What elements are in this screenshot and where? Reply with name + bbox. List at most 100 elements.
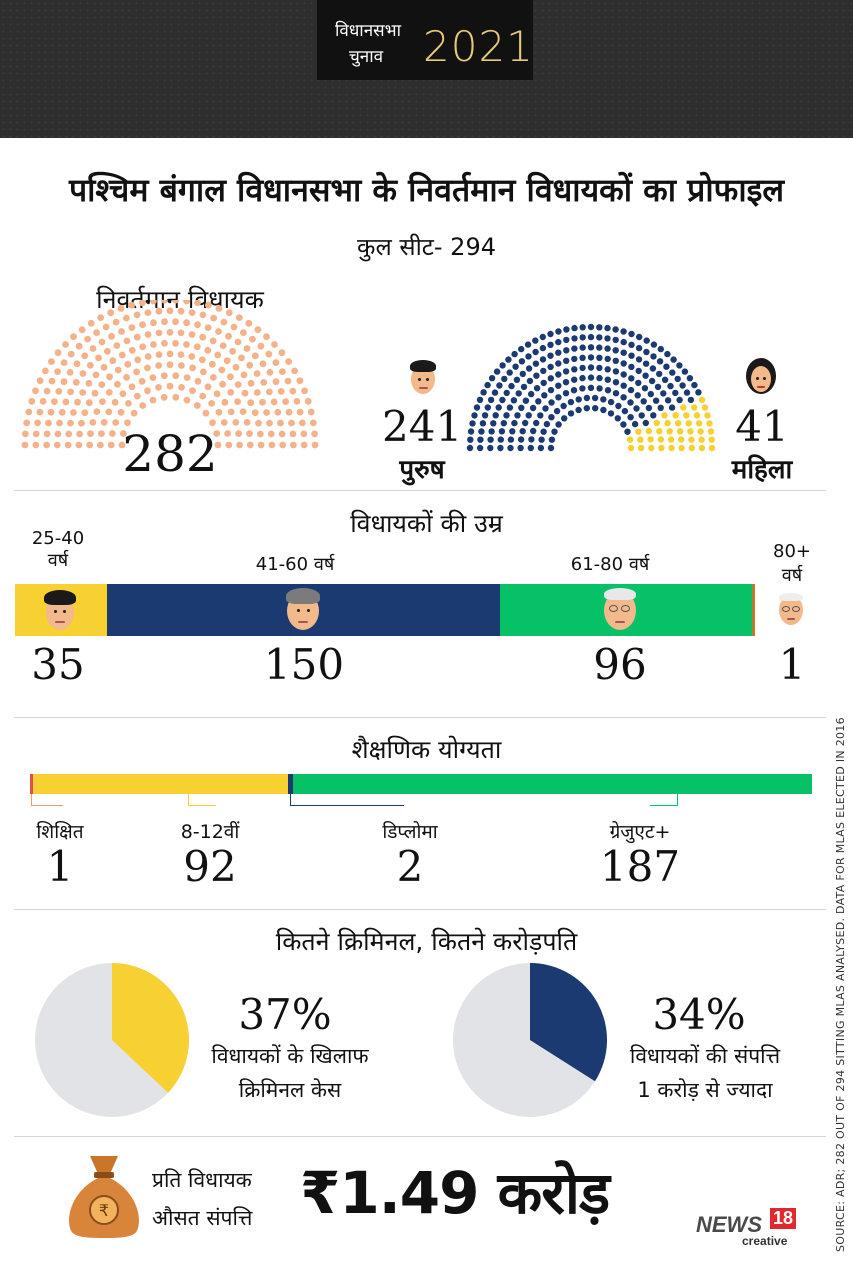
seat-dot [519,370,526,378]
seat-dot [627,386,635,394]
seat-dot [612,368,620,375]
seat-dot [555,421,562,428]
seat-dot [278,349,286,357]
seat-dot [683,412,690,419]
seat-dot [36,377,44,385]
seat-dot [543,420,551,428]
seat-dot [238,354,245,362]
seat-dot [506,369,513,376]
page-subtitle: कुल सीट- 294 [357,233,496,261]
seat-dot [533,419,540,427]
seat-dot [172,300,179,304]
seat-dot [693,412,701,419]
seat-dot [645,404,653,412]
seat-dot [528,436,535,443]
seat-dot [537,444,545,452]
age-label-41-60: 41-60 वर्ष [255,554,335,575]
seat-dot [266,419,273,427]
seat-dot [635,356,643,363]
seat-dot [311,441,319,449]
seat-dot [551,428,558,435]
seat-dot [39,398,47,405]
seat-dot [496,382,503,389]
seat-dot [183,396,191,404]
seat-dot [188,309,196,316]
seat-dot [193,343,201,351]
seat-dot [36,408,44,416]
seat-dot [263,333,270,341]
seat-dot [28,397,36,405]
seat-dot [149,396,157,404]
seat-dot [541,392,548,399]
seat-dot [650,412,657,419]
seat-dot [111,398,119,406]
seat-dot [642,372,649,379]
seat-dot [85,399,93,407]
seat-dot [139,402,147,409]
seat-dot [596,344,603,351]
seat-dot [285,408,293,416]
seat-dot [635,344,643,352]
seat-dot [686,375,694,382]
seat-dot [620,360,627,367]
seat-dot [652,397,660,404]
edu-connector-8-12 [188,794,216,806]
seat-dot [54,368,61,375]
seat-dot [86,441,94,449]
seat-dot [570,387,578,394]
seat-dot [172,318,179,326]
age-segment-3 [752,584,755,636]
seat-dot [124,360,132,368]
badge-line2: चुनाव [349,47,384,67]
seat-dot [118,441,126,449]
seat-dot [512,363,519,370]
seat-dot [604,335,611,342]
seat-dot [55,388,63,395]
female-label: महिला [731,455,793,485]
seat-dot [547,330,554,338]
seat-dot [680,404,687,411]
seat-dot [691,381,698,389]
edu-label-diploma: डिप्लोमा [382,821,438,843]
seat-dot [579,334,586,341]
seat-dot [210,314,218,322]
seat-dot [520,383,528,391]
seat-dot [511,419,518,427]
seat-dot [285,358,292,365]
seat-dot [661,412,668,419]
seat-dot [484,381,491,389]
seat-dot [620,328,627,335]
seat-dot [555,371,562,378]
seat-dot [150,300,157,305]
seat-dot [518,345,525,353]
seat-dot [95,354,102,362]
seat-dot [259,360,267,368]
seat-dot [98,338,106,346]
seat-dot [491,389,499,396]
seat-dot [672,389,679,397]
seat-dot [674,375,681,383]
seat-dot [708,436,715,443]
seat-dot [155,362,163,369]
edu-count-literate: 1 [46,842,74,891]
seat-dot [481,412,489,419]
seat-dot [678,444,685,452]
seat-dot [508,382,515,390]
seat-dot [583,394,591,402]
seat-dot [213,430,221,437]
age-count-41-60: 150 [263,640,345,689]
seat-dot [104,347,111,355]
seat-dot [113,342,121,349]
seat-dot [240,329,247,336]
seat-dot [241,389,249,397]
seat-dot [219,380,227,388]
seat-dot [72,379,80,386]
seat-dot [299,419,306,427]
seat-dot [621,407,629,415]
seat-dot [635,379,642,387]
seat-dot [296,408,304,416]
seat-dot [78,419,85,427]
seat-dot [134,356,142,364]
seat-dot [612,326,619,333]
edu-count-8-12: 92 [183,842,237,891]
